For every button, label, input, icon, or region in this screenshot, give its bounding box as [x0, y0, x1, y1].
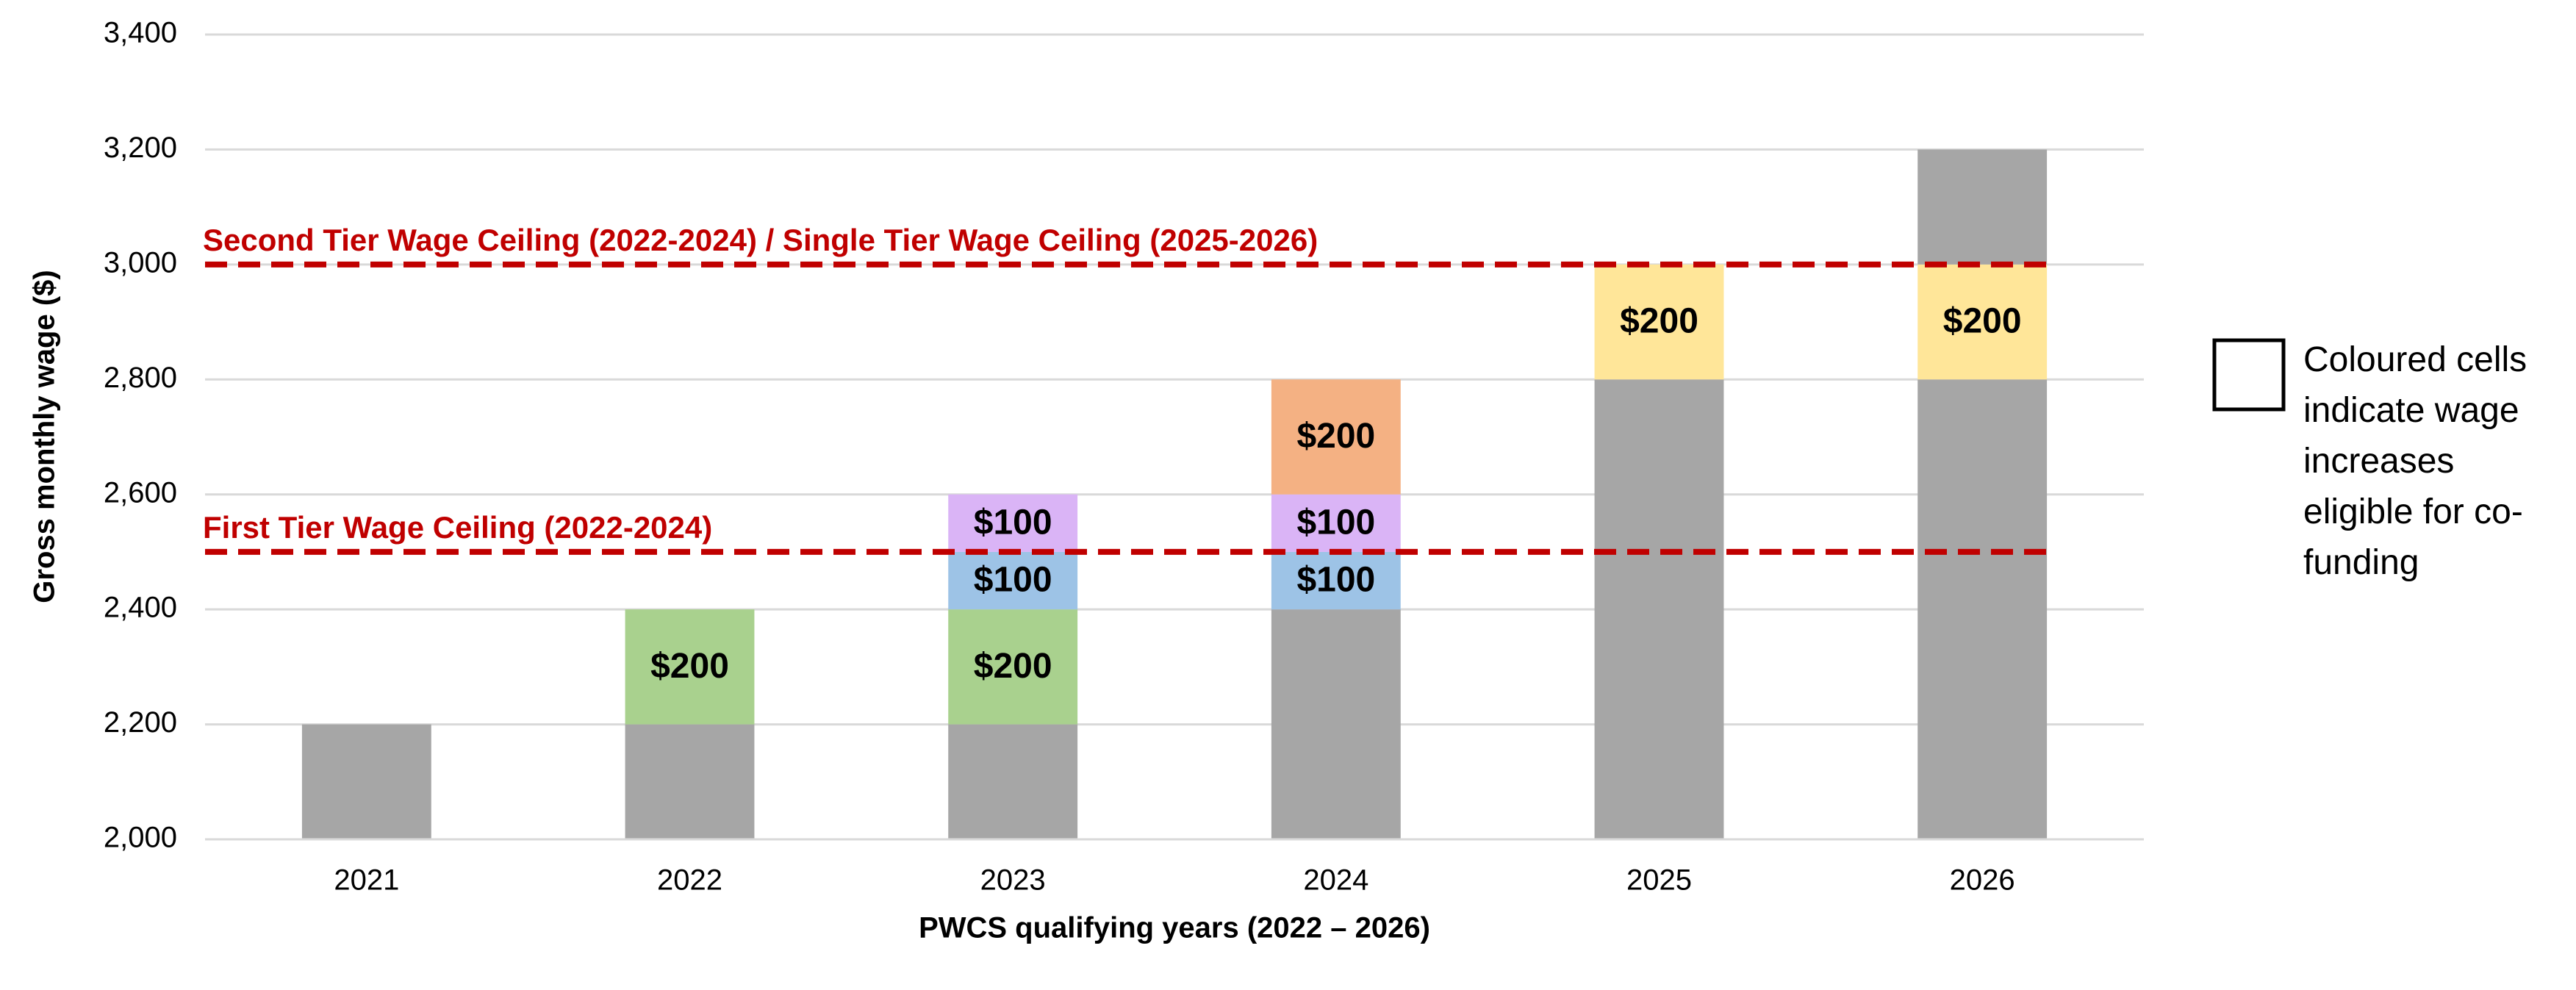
data-label: $200 — [650, 647, 729, 686]
bar-segment — [1917, 149, 2048, 265]
bar-segment — [1271, 494, 1401, 552]
bar-segment — [625, 724, 755, 839]
x-tick-label: 2023 — [980, 864, 1046, 897]
y-tick-label: 2,400 — [104, 592, 177, 624]
y-tick-label: 3,000 — [104, 246, 177, 279]
y-tick-label: 2,200 — [104, 706, 177, 739]
reference-line-label: First Tier Wage Ceiling (2022-2024) — [203, 510, 712, 545]
bar-segment — [1594, 264, 1724, 380]
x-tick-label: 2021 — [334, 864, 399, 897]
bar-segment — [1594, 379, 1724, 839]
data-label: $100 — [1296, 561, 1375, 600]
bar-segment — [948, 609, 1078, 725]
bar-segment — [1917, 379, 2048, 839]
y-tick-label: 3,200 — [104, 132, 177, 164]
bar-segment — [1271, 551, 1401, 610]
bar-segment — [625, 609, 755, 725]
data-label: $200 — [1943, 302, 2022, 341]
note-box — [2212, 338, 2286, 412]
y-tick-label: 2,000 — [104, 822, 177, 854]
x-tick-label: 2025 — [1626, 864, 1692, 897]
bar-segment — [1271, 379, 1401, 495]
bar-segment — [948, 724, 1078, 839]
x-axis-title: PWCS qualifying years (2022 – 2026) — [919, 912, 1430, 944]
x-tick-label: 2022 — [657, 864, 722, 897]
data-label: $100 — [1296, 503, 1375, 542]
data-label: $200 — [1296, 417, 1375, 456]
y-tick-label: 2,800 — [104, 362, 177, 394]
data-label: $100 — [974, 503, 1052, 542]
data-label: $100 — [974, 561, 1052, 600]
data-label: $200 — [974, 647, 1052, 686]
y-axis-title: Gross monthly wage ($) — [29, 270, 61, 603]
y-tick-label: 3,400 — [104, 17, 177, 49]
bar-segment — [948, 494, 1078, 552]
x-tick-label: 2024 — [1303, 864, 1368, 897]
bar-segment — [301, 724, 431, 839]
x-tick-label: 2026 — [1950, 864, 2015, 897]
bar-segment — [1917, 264, 2048, 380]
data-label: $200 — [1620, 302, 1698, 341]
note: Coloured cells indicate wage increases e… — [2303, 340, 2527, 582]
y-tick-label: 2,600 — [104, 476, 177, 509]
bar-segment — [1271, 609, 1401, 839]
bar-segment — [948, 551, 1078, 610]
reference-line-label: Second Tier Wage Ceiling (2022-2024) / S… — [203, 223, 1318, 257]
